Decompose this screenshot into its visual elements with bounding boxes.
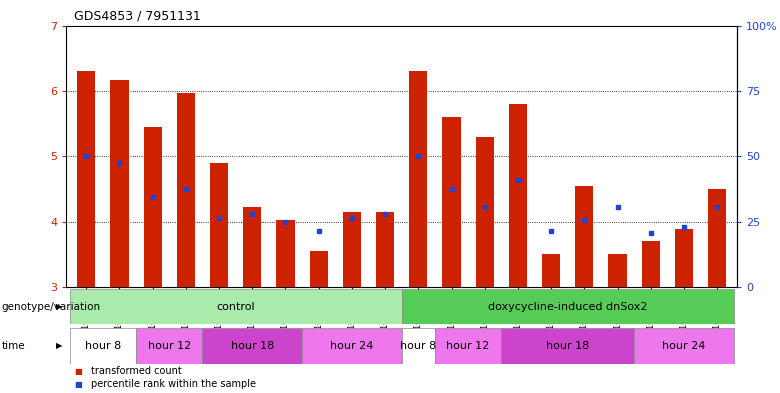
Bar (342, 212, 361, 287)
Text: hour 8: hour 8 (400, 341, 437, 351)
Bar (575, 185, 594, 287)
Text: control: control (216, 301, 255, 312)
Bar (77, 71, 95, 287)
Bar (642, 241, 660, 287)
Bar (708, 189, 726, 287)
Text: ▶: ▶ (56, 342, 62, 350)
Text: hour 12: hour 12 (446, 341, 490, 351)
Bar (476, 137, 494, 287)
Bar (144, 127, 161, 287)
Text: doxycycline-induced dnSox2: doxycycline-induced dnSox2 (488, 301, 647, 312)
Bar (542, 254, 560, 287)
Bar (203, 328, 302, 364)
Bar (210, 163, 229, 287)
Bar (310, 251, 328, 287)
Text: ▶: ▶ (56, 302, 62, 311)
Bar (69, 328, 136, 364)
Bar (675, 230, 693, 287)
Bar (376, 212, 394, 287)
Bar (410, 71, 427, 287)
Bar (276, 220, 295, 287)
Text: time: time (2, 341, 25, 351)
Text: transformed count: transformed count (91, 366, 182, 376)
Text: ■: ■ (74, 367, 82, 376)
Bar (435, 328, 502, 364)
Bar (634, 328, 734, 364)
Bar (243, 207, 261, 287)
Text: hour 12: hour 12 (147, 341, 191, 351)
Bar (177, 93, 195, 287)
Text: hour 18: hour 18 (546, 341, 590, 351)
Text: hour 24: hour 24 (662, 341, 706, 351)
Text: hour 24: hour 24 (330, 341, 374, 351)
Bar (69, 289, 402, 324)
Text: genotype/variation: genotype/variation (2, 301, 101, 312)
Bar (509, 104, 527, 287)
Text: percentile rank within the sample: percentile rank within the sample (91, 379, 257, 389)
Text: ■: ■ (74, 380, 82, 389)
Text: hour 8: hour 8 (85, 341, 121, 351)
Bar (442, 117, 461, 287)
Text: GDS4853 / 7951131: GDS4853 / 7951131 (74, 10, 201, 23)
Bar (402, 328, 435, 364)
Text: hour 18: hour 18 (231, 341, 274, 351)
Bar (302, 328, 402, 364)
Bar (402, 289, 734, 324)
Bar (502, 328, 634, 364)
Bar (110, 80, 129, 287)
Bar (608, 254, 626, 287)
Bar (136, 328, 203, 364)
